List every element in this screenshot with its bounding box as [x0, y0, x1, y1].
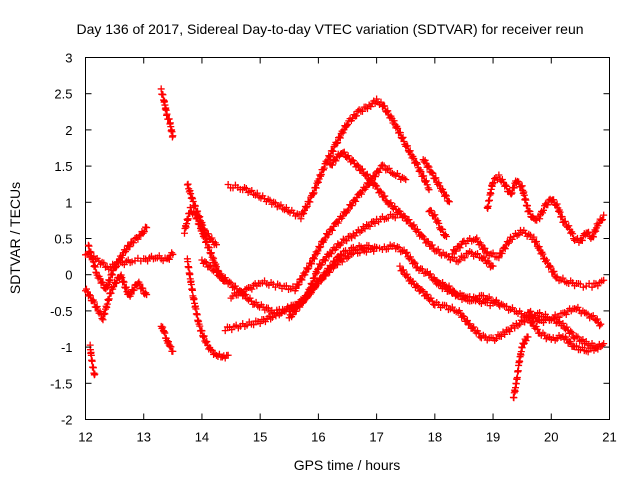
data-point: [578, 337, 585, 344]
data-point: [426, 186, 433, 193]
series-track-5: [158, 85, 177, 140]
y-tick-label: -0.5: [50, 304, 72, 319]
x-tick-label: 18: [428, 430, 442, 445]
plot-area: [82, 58, 610, 420]
data-point: [563, 311, 570, 318]
chart-title: Day 136 of 2017, Sidereal Day-to-day VTE…: [76, 21, 583, 37]
sdtvar-chart: Day 136 of 2017, Sidereal Day-to-day VTE…: [0, 0, 640, 480]
y-tick-label: 1: [65, 195, 72, 210]
data-point: [248, 286, 255, 293]
x-tick-label: 17: [369, 430, 383, 445]
y-tick-label: 3: [65, 51, 72, 66]
y-tick-label: -1.5: [50, 376, 72, 391]
y-tick-label: 2: [65, 123, 72, 138]
x-tick-label: 16: [311, 430, 325, 445]
y-tick-label: 0.5: [54, 232, 72, 247]
data-point: [336, 134, 343, 141]
data-point: [384, 166, 391, 173]
series-track-10: [225, 95, 433, 222]
series-track-2: [82, 271, 150, 323]
series-track-21: [484, 171, 607, 245]
x-tick-label: 14: [195, 430, 209, 445]
data-points-layer: [82, 85, 607, 401]
data-point: [435, 246, 442, 253]
x-tick-label: 20: [544, 430, 558, 445]
series-track-18: [426, 207, 450, 240]
data-point: [91, 371, 98, 378]
x-axis-label: GPS time / hours: [294, 457, 401, 473]
series-track-22: [510, 333, 532, 401]
data-point: [561, 309, 568, 316]
x-tick-label: 13: [136, 430, 150, 445]
data-point: [169, 132, 176, 139]
y-axis-label: SDTVAR / TECUs: [7, 182, 23, 294]
x-tick-label: 15: [253, 430, 267, 445]
x-tick-label: 19: [486, 430, 500, 445]
y-tick-label: 0: [65, 268, 72, 283]
y-tick-label: 1.5: [54, 159, 72, 174]
y-tick-label: -1: [61, 340, 73, 355]
y-tick-label: -2: [61, 413, 73, 428]
data-point: [316, 244, 323, 251]
x-tick-label: 21: [602, 430, 616, 445]
y-tick-label: 2.5: [54, 87, 72, 102]
x-tick-label: 12: [78, 430, 92, 445]
series-track-9: [184, 255, 232, 361]
series-track-6: [158, 323, 177, 355]
